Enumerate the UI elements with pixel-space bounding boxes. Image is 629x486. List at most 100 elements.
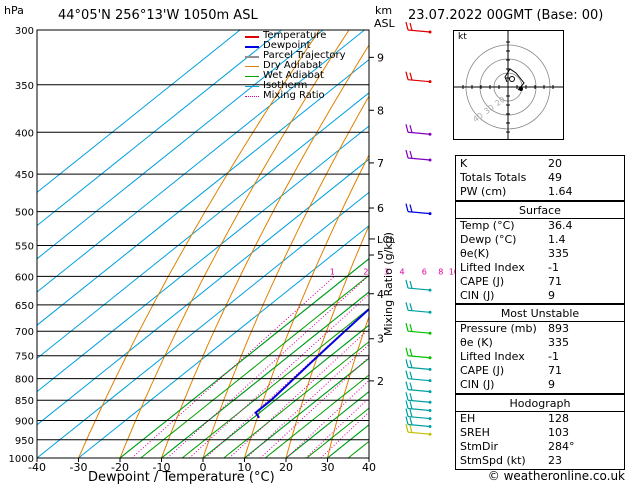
hodograph-storm-motion	[509, 76, 515, 82]
mixing-ratio-label: 8	[438, 267, 443, 276]
mu-thetae-label: θe (K)	[460, 336, 493, 349]
mu-li-value: -1	[548, 350, 559, 363]
pressure-tick-label: 500	[15, 208, 34, 219]
isotherm-line	[37, 30, 241, 194]
surface-li-label: Lifted Index	[460, 261, 525, 274]
legend-isotherm: Isotherm	[263, 80, 308, 91]
wind-barb	[405, 408, 432, 421]
surface-dewp-label: Dewp (°C)	[460, 233, 517, 246]
mu-cape-value: 71	[548, 364, 562, 377]
wind-barb	[405, 400, 432, 412]
pw-label: PW (cm)	[460, 185, 507, 198]
surface-cape-value: 71	[548, 275, 562, 288]
legend-swatch-dry-adiabat	[245, 66, 259, 67]
km-tick-label: 7	[377, 157, 384, 170]
most-unstable-table: Most Unstable Pressure (mb) 893 θe (K) 335…	[455, 304, 625, 394]
hodograph-trace	[504, 68, 525, 91]
wet-adiabat-line	[264, 374, 369, 458]
km-tick-label: 5	[377, 249, 384, 262]
mu-cin-value: 9	[548, 378, 555, 391]
pressure-tick-label: 550	[15, 241, 34, 252]
isotherm-line	[37, 30, 365, 293]
hodograph-panel: kt 40 30 20	[453, 30, 564, 140]
legend-dewpoint: Dewpoint	[263, 40, 311, 51]
x-axis-title: Dewpoint / Temperature (°C)	[88, 470, 275, 485]
k-value: 20	[548, 157, 562, 170]
wet-adiabat-line	[181, 307, 369, 458]
hpa-label: hPa	[4, 4, 24, 17]
pressure-tick-label: 700	[15, 327, 34, 338]
surface-cin-label: CIN (J)	[460, 289, 495, 302]
pressure-tick-label: 450	[15, 170, 34, 181]
isotherm-line	[37, 125, 369, 393]
legend-swatch-wet-adiabat	[245, 76, 259, 77]
mu-cape-label: CAPE (J)	[460, 364, 505, 377]
tt-label: Totals Totals	[460, 171, 527, 184]
surface-dewp-value: 1.4	[548, 233, 566, 246]
wind-barb	[405, 302, 432, 314]
hodograph-ring-label-30: 30	[482, 102, 496, 117]
pw-value: 1.64	[548, 185, 573, 198]
km-tick-label: 3	[377, 333, 384, 346]
surface-cin-value: 9	[548, 289, 555, 302]
eh-label: EH	[460, 412, 476, 425]
legend-temperature: Temperature	[263, 30, 327, 41]
legend-swatch-parcel	[245, 56, 259, 58]
dry-adiabat-line	[327, 314, 369, 458]
surface-li-value: -1	[548, 261, 559, 274]
mu-thetae-value: 335	[548, 336, 569, 349]
hodograph-ring-label-20: 20	[493, 94, 507, 109]
asl-label: ASL	[374, 17, 395, 30]
location-title: 44°05'N 256°13'W 1050m ASL	[58, 8, 258, 23]
sreh-label: SREH	[460, 426, 490, 439]
km-tick-label: 8	[377, 104, 384, 117]
pressure-tick-label: 1000	[9, 454, 34, 465]
x-tick-label: 10	[238, 461, 252, 474]
x-tick-label: 0	[200, 461, 207, 474]
x-tick-label: 20	[279, 461, 293, 474]
km-tick-label: 4	[377, 288, 384, 301]
isotherm-line	[78, 224, 369, 458]
mixing-ratio-label: 10	[449, 267, 459, 276]
isotherm-line	[37, 191, 369, 458]
km-tick-label: 6	[377, 202, 384, 215]
legend-wet-adiabat: Wet Adiabat	[263, 70, 324, 81]
wind-barb	[405, 370, 432, 383]
wind-barb	[405, 381, 432, 394]
k-label: K	[460, 157, 468, 170]
legend-dry-adiabat: Dry Adiabat	[263, 60, 323, 71]
mixing-ratio-label: 6	[422, 267, 427, 276]
wind-barb	[405, 149, 432, 162]
wet-adiabat-line	[285, 391, 369, 458]
km-label: km	[375, 4, 393, 17]
mixing-ratio-label: 1	[330, 267, 335, 276]
pressure-tick-label: 300	[15, 26, 34, 37]
mixing-ratio-line	[167, 276, 369, 458]
indices-table: K 20 Totals Totals 49 PW (cm) 1.64	[455, 155, 625, 201]
mu-pressure-value: 893	[548, 322, 569, 335]
mu-title: Most Unstable	[500, 307, 580, 320]
datetime-title: 23.07.2022 00GMT (Base: 00)	[408, 8, 604, 23]
pressure-tick-label: 800	[15, 375, 34, 386]
pressure-tick-label: 600	[15, 272, 34, 283]
x-tick-label: -30	[70, 461, 88, 474]
stmspd-label: StmSpd (kt)	[460, 454, 526, 467]
wind-barb	[405, 323, 432, 335]
isotherm-line	[37, 30, 324, 260]
hodo-title: Hodograph	[509, 397, 571, 410]
mixing-ratio-axis-title: Mixing Ratio (g/kg)	[382, 232, 395, 336]
wet-adiabat-line	[306, 407, 369, 458]
wind-barb	[405, 71, 432, 84]
credit-text[interactable]: © weatheronline.co.uk	[487, 469, 625, 483]
sreh-value: 103	[548, 426, 569, 439]
surface-temp-label: Temp (°C)	[460, 219, 515, 232]
pressure-tick-label: 350	[15, 81, 34, 92]
pressure-tick-label: 400	[15, 128, 34, 139]
mu-li-label: Lifted Index	[460, 350, 525, 363]
hodograph-ring-label-40: 40	[471, 110, 485, 125]
mixing-ratio-label: 4	[399, 267, 404, 276]
lcl-label: LCL	[377, 235, 396, 246]
isotherm-line	[37, 92, 369, 360]
legend-swatch-mixing-ratio	[245, 96, 259, 97]
